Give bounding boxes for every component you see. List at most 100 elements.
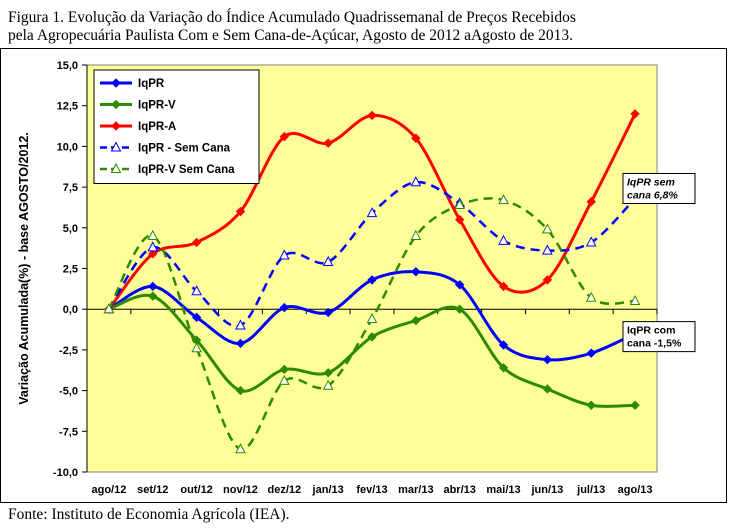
y-tick-label: -7,5 xyxy=(59,426,78,438)
y-tick-label: 2,5 xyxy=(63,264,78,276)
caption-line-2: pela Agropecuária Paulista Com e Sem Can… xyxy=(8,27,573,44)
y-tick-label: -10,0 xyxy=(53,467,78,479)
y-tick-label: 10,0 xyxy=(57,141,78,153)
y-tick-label: 12,5 xyxy=(57,101,78,113)
legend-label: IqPR xyxy=(138,78,165,90)
legend-marker xyxy=(111,121,121,131)
data-point xyxy=(498,281,509,292)
data-point xyxy=(367,275,377,285)
data-point xyxy=(411,133,421,143)
data-point xyxy=(630,400,640,410)
data-point xyxy=(235,338,246,349)
legend-label: IqPR - Sem Cana xyxy=(138,143,231,155)
data-point xyxy=(542,275,553,285)
x-tick-label: fev/13 xyxy=(356,484,387,496)
data-point xyxy=(235,206,246,217)
data-point xyxy=(367,332,377,342)
y-tick-label: -2,5 xyxy=(59,345,78,357)
annotation-text: IqPR sem xyxy=(627,176,675,188)
data-point xyxy=(586,400,596,410)
data-point xyxy=(410,229,422,240)
y-axis-title: Variação Acumulada(%) - base AGOSTO/2012… xyxy=(17,132,31,405)
annotation-box xyxy=(622,172,696,204)
data-point xyxy=(366,207,378,218)
legend: IqPR IqPR-V IqPR-A IqPR - Sem Cana IqPR-V Se… xyxy=(93,69,260,184)
legend-label: IqPR-V Sem Cana xyxy=(138,164,235,176)
data-point xyxy=(148,281,158,292)
series-1 xyxy=(104,267,640,365)
data-point xyxy=(454,214,465,225)
legend-marker xyxy=(110,162,122,173)
data-point xyxy=(235,443,246,454)
data-point xyxy=(147,241,159,252)
data-point xyxy=(323,138,333,148)
data-point xyxy=(148,249,158,259)
x-tick-label: jun/13 xyxy=(530,484,563,496)
data-point xyxy=(279,302,290,313)
caption-line-1: Figura 1. Evolução da Variação do Índice… xyxy=(8,9,576,26)
data-point xyxy=(498,340,509,350)
annotation-text: IqPR com xyxy=(627,325,675,337)
data-point xyxy=(411,315,421,326)
data-point xyxy=(542,354,553,365)
data-point xyxy=(367,110,377,121)
legend-marker xyxy=(111,99,121,110)
x-tick-label: jul/13 xyxy=(576,484,605,496)
x-tick-label: jan/13 xyxy=(312,484,344,496)
legend-label: IqPR-V xyxy=(138,100,176,112)
y-tick-label: 7,5 xyxy=(63,182,78,194)
data-point xyxy=(323,307,333,318)
data-point xyxy=(279,364,290,375)
data-point xyxy=(103,303,115,314)
series-3 xyxy=(104,109,640,314)
data-point xyxy=(148,291,158,301)
data-point xyxy=(410,176,422,187)
legend-label: IqPR-A xyxy=(138,121,176,133)
data-point xyxy=(542,384,553,394)
data-point xyxy=(366,312,378,323)
annotation-text: cana 6,8% xyxy=(627,189,678,201)
x-tick-label: ago/12 xyxy=(91,484,126,496)
data-point xyxy=(147,229,159,240)
data-point xyxy=(585,291,597,302)
line-chart: -10,0 -7,5 -5,0 -2,5 0,0 2,5 5,0 7,5 10,0 12,5 15,… xyxy=(17,60,696,496)
data-point xyxy=(279,131,290,142)
data-point xyxy=(454,304,465,314)
data-point xyxy=(498,363,509,373)
figure-caption: Figura 1. Evolução da Variação do Índice… xyxy=(8,9,723,45)
annotation-text: cana -1,5% xyxy=(627,338,682,350)
x-tick-label: nov/12 xyxy=(223,484,258,496)
data-point xyxy=(454,280,465,290)
data-point xyxy=(542,223,553,234)
data-point xyxy=(630,109,640,119)
data-point xyxy=(235,385,246,396)
data-point xyxy=(191,285,202,296)
source-note: Fonte: Instituto de Economia Agrícola (I… xyxy=(8,506,290,523)
data-point xyxy=(629,294,641,306)
chart-frame: -10,0 -7,5 -5,0 -2,5 0,0 2,5 5,0 7,5 10,0 12,5 15,… xyxy=(0,48,727,503)
y-tick-label: 5,0 xyxy=(63,223,78,235)
y-tick-label: 15,0 xyxy=(57,60,78,72)
x-tick-label: out/12 xyxy=(180,484,212,496)
x-tick-label: mar/13 xyxy=(398,484,433,496)
data-point xyxy=(278,249,290,260)
data-point xyxy=(454,198,466,210)
data-point xyxy=(542,244,553,255)
data-point xyxy=(191,237,202,248)
x-tick-label: mai/13 xyxy=(486,484,520,496)
data-point xyxy=(322,379,334,390)
x-tick-label: ago/13 xyxy=(618,484,653,496)
data-point xyxy=(191,312,202,323)
y-tick-label: -5,0 xyxy=(59,386,78,398)
data-point xyxy=(498,234,509,245)
annotation-box xyxy=(622,321,696,353)
data-point xyxy=(411,267,421,277)
x-tick-label: dez/12 xyxy=(267,484,301,496)
data-point xyxy=(586,348,596,358)
data-point xyxy=(235,319,246,330)
data-point xyxy=(586,197,596,207)
x-tick-label: set/12 xyxy=(137,484,168,496)
x-tick-label: abr/13 xyxy=(443,484,475,496)
